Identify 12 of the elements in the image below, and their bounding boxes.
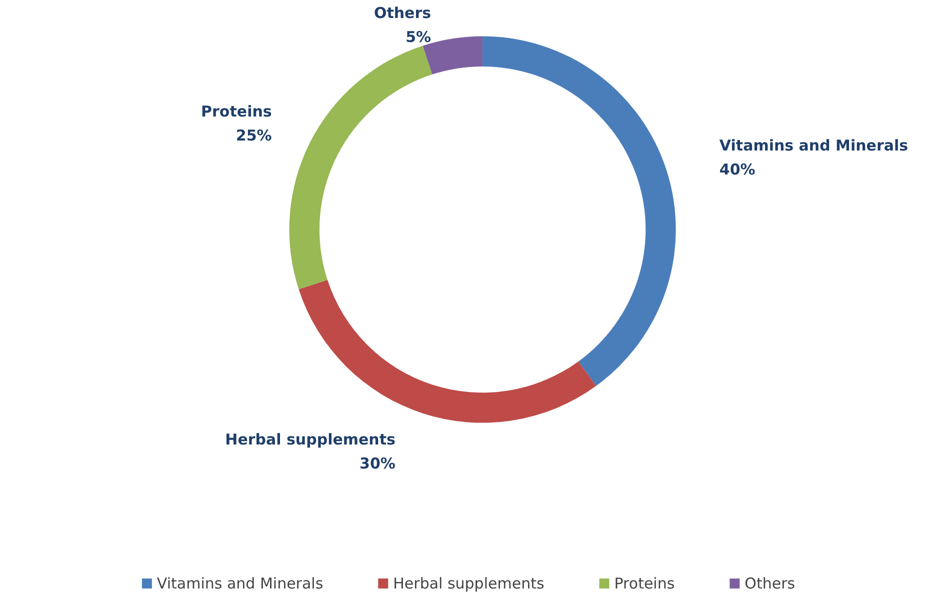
- slice-label: Proteins: [201, 102, 272, 121]
- slice-label: Others: [374, 4, 432, 22]
- legend-label: Proteins: [614, 574, 675, 592]
- slice-label: Herbal supplements: [225, 430, 396, 448]
- legend-label: Others: [744, 574, 796, 592]
- data-label: 40%: [719, 160, 756, 178]
- slice-label: Vitamins and Minerals: [719, 136, 908, 154]
- legend-label: Herbal supplements: [393, 574, 544, 592]
- data-label: 30%: [360, 454, 396, 472]
- data-label: 25%: [236, 126, 272, 145]
- legend-label: Vitamins and Minerals: [156, 574, 324, 592]
- data-label: 5%: [406, 28, 432, 46]
